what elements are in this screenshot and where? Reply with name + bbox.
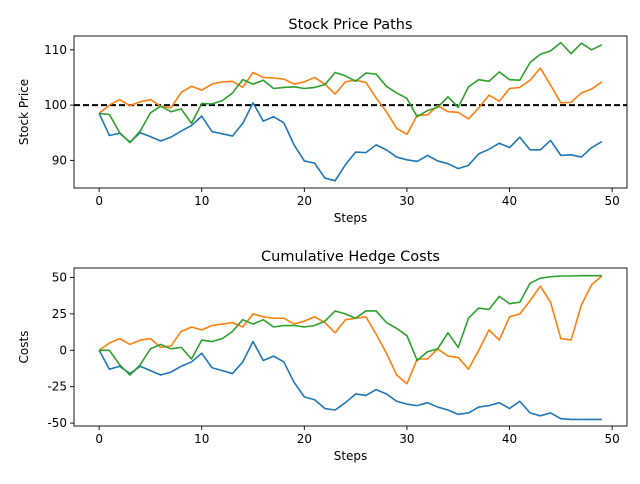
series-group	[98, 274, 603, 421]
x-tick-label-50: 50	[604, 432, 619, 446]
y-axis-label: Costs	[17, 331, 31, 364]
y-tick-label-25: 25	[52, 307, 67, 321]
series-group	[74, 41, 627, 182]
x-tick-label-50: 50	[604, 194, 619, 208]
plot-frame	[73, 35, 628, 189]
y-tick-label-50: 50	[52, 270, 67, 284]
x-tick-label-10: 10	[194, 194, 209, 208]
series-line-3	[99, 41, 603, 144]
x-tick-label-40: 40	[502, 432, 517, 446]
x-tick-label-0: 0	[95, 194, 103, 208]
y-tick-label-90: 90	[52, 153, 67, 167]
plot-frame	[73, 267, 628, 427]
hedge-costs-chart: 0 10 20 30 40 50 -50 -25 0 25 50 Cumulative Hedge C…	[17, 249, 628, 463]
x-tick-label-10: 10	[194, 432, 209, 446]
x-tick-label-30: 30	[399, 194, 414, 208]
series-line-2	[98, 275, 603, 385]
stock-price-chart: 0 10 20 30 40 50 90 100 110 Stock Price Paths Step…	[17, 17, 628, 225]
x-axis-label: Steps	[334, 449, 368, 463]
x-tick-label-30: 30	[399, 432, 414, 446]
y-tick-label-50: -50	[47, 416, 67, 430]
x-tick-label-20: 20	[297, 432, 312, 446]
y-tick-label-0: 0	[59, 343, 67, 357]
chart-title: Cumulative Hedge Costs	[261, 249, 440, 265]
x-tick-label-40: 40	[502, 194, 517, 208]
y-tick-label-25: -25	[47, 380, 67, 394]
y-tick-label-100: 100	[44, 98, 67, 112]
x-tick-label-20: 20	[297, 194, 312, 208]
series-line-1	[98, 102, 603, 182]
series-line-3	[99, 274, 602, 376]
x-tick-label-0: 0	[95, 432, 103, 446]
y-axis-label: Stock Price	[17, 79, 31, 145]
chart-title: Stock Price Paths	[288, 17, 412, 33]
y-tick-label-110: 110	[44, 43, 67, 57]
series-line-1	[98, 340, 602, 421]
series-line-2	[98, 67, 603, 136]
x-axis-label: Steps	[334, 211, 368, 225]
plot-area	[74, 36, 627, 188]
